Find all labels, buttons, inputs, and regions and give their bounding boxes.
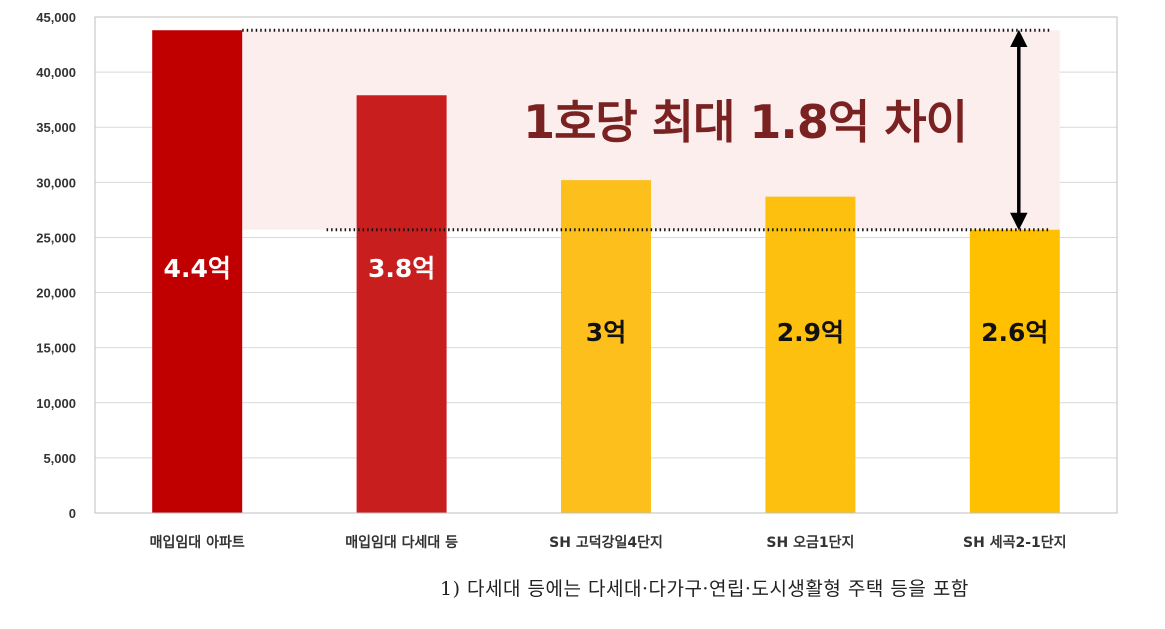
data-label: 2.9억 bbox=[777, 318, 844, 347]
x-tick-label: SH 오금1단지 bbox=[766, 534, 854, 551]
x-tick-label: 매입임대 아파트 bbox=[150, 534, 245, 551]
y-tick-label: 10,000 bbox=[36, 396, 76, 411]
y-tick-label: 5,000 bbox=[43, 451, 76, 466]
bars: 4.4억 3.8억 3억 2.9억 2.6억 bbox=[152, 30, 1060, 514]
data-label: 3억 bbox=[586, 318, 626, 347]
plot-frame bbox=[94, 16, 1118, 514]
y-tick-label: 20,000 bbox=[36, 286, 76, 301]
y-tick-label: 35,000 bbox=[36, 120, 76, 135]
difference-headline: 1호당 최대 1.8억 차이 bbox=[523, 95, 967, 149]
difference-annotation: 1호당 최대 1.8억 차이 bbox=[242, 28, 1050, 232]
data-label: 3.8억 bbox=[368, 254, 435, 283]
y-tick-label: 0 bbox=[69, 506, 76, 521]
y-tick-label: 45,000 bbox=[36, 10, 76, 25]
bar bbox=[765, 196, 856, 513]
bar-chart: 4.4억 3.8억 3억 2.9억 2.6억 0 5,000 10,000 15,000 20,… bbox=[36, 10, 1118, 551]
bar bbox=[561, 180, 651, 513]
x-tick-label: SH 세곡2-1단지 bbox=[963, 534, 1067, 551]
bar bbox=[152, 30, 243, 514]
x-tick-label: SH 고덕강일4단지 bbox=[549, 534, 663, 551]
bar bbox=[969, 229, 1060, 513]
x-tick-label: 매입임대 다세대 등 bbox=[345, 535, 458, 551]
axes: 0 5,000 10,000 15,000 20,000 25,000 30,000 35,0… bbox=[36, 10, 1118, 551]
y-tick-label: 30,000 bbox=[36, 175, 76, 190]
footnote: 1) 다세대 등에는 다세대·다가구·연립·도시생활형 주택 등을 포함 bbox=[440, 578, 969, 600]
data-label: 2.6억 bbox=[981, 318, 1048, 347]
y-tick-label: 40,000 bbox=[36, 65, 76, 80]
data-label: 4.4억 bbox=[164, 254, 231, 283]
bar bbox=[356, 95, 447, 513]
y-tick-label: 15,000 bbox=[36, 341, 76, 356]
y-tick-label: 25,000 bbox=[36, 230, 76, 245]
